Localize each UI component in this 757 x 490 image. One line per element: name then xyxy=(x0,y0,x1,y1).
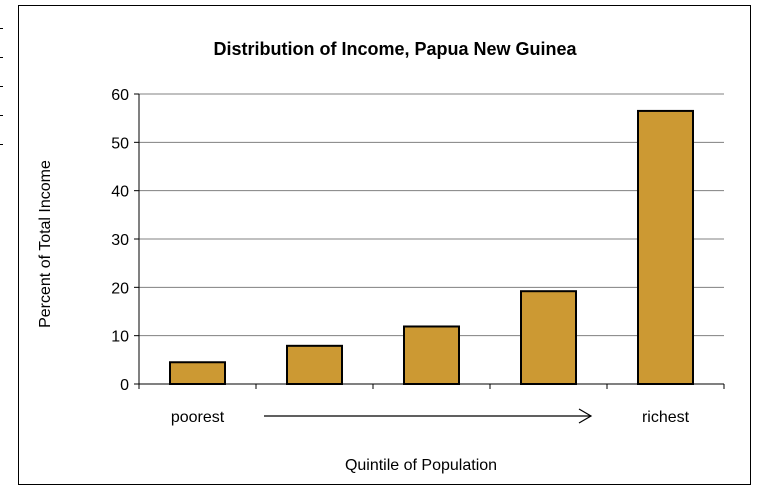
page-edge-mark xyxy=(0,144,3,145)
bar-2 xyxy=(286,344,343,386)
x-tick-label: poorest xyxy=(171,409,225,426)
y-tick-label: 10 xyxy=(111,329,129,346)
chart-frame: Distribution of Income, Papua New Guinea… xyxy=(18,5,751,485)
income-distribution-chart: Distribution of Income, Papua New Guinea… xyxy=(37,39,725,474)
x-axis-ticks: poorest richest xyxy=(138,384,725,426)
bar-3 xyxy=(403,325,460,386)
x-tick-label: richest xyxy=(642,409,690,426)
bars xyxy=(169,109,694,386)
bar-1 xyxy=(169,361,226,385)
y-tick-label: 20 xyxy=(111,280,129,297)
y-tick-label: 60 xyxy=(111,87,129,104)
y-tick-label: 40 xyxy=(111,184,129,201)
bar-5 xyxy=(637,109,694,386)
page-edge-mark xyxy=(0,115,3,116)
y-tick-label: 50 xyxy=(111,135,129,152)
y-tick-label: 0 xyxy=(120,377,129,394)
y-axis-title: Percent of Total Income xyxy=(37,160,54,328)
page-edge-mark xyxy=(0,28,3,29)
page-edge-mark xyxy=(0,86,3,87)
bar-4 xyxy=(520,290,577,386)
x-axis-title: Quintile of Population xyxy=(345,457,497,474)
y-axis-ticks: 0 10 20 30 40 50 60 xyxy=(111,87,139,394)
gridlines xyxy=(139,93,724,337)
page-edge-mark xyxy=(0,57,3,58)
y-tick-label: 30 xyxy=(111,232,129,249)
chart-title: Distribution of Income, Papua New Guinea xyxy=(213,39,577,59)
direction-arrow-head xyxy=(578,408,593,424)
